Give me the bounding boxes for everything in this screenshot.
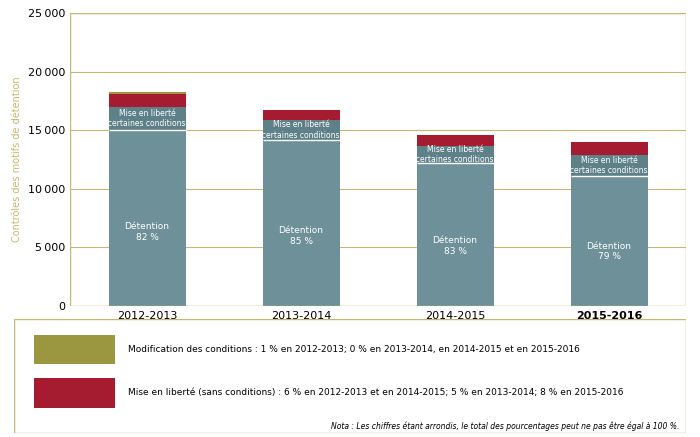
Bar <box>262 120 340 140</box>
Bar <box>570 142 648 155</box>
Bar <box>416 135 494 146</box>
Bar <box>570 155 648 177</box>
Bar <box>108 94 186 107</box>
Bar <box>570 177 648 306</box>
Bar <box>108 130 186 306</box>
Y-axis label: Contrôles des motifs de détention: Contrôles des motifs de détention <box>12 76 22 243</box>
Bar <box>70 13 686 306</box>
Bar <box>108 92 186 94</box>
Bar <box>416 146 494 163</box>
Bar <box>262 140 340 306</box>
Bar <box>34 335 115 364</box>
Text: Détention
79 %: Détention 79 % <box>587 242 631 261</box>
Text: Détention
85 %: Détention 85 % <box>279 226 323 246</box>
Bar <box>262 110 340 120</box>
Text: Mise en liberté
sous certaines conditions 10 %: Mise en liberté sous certaines condition… <box>241 120 360 139</box>
Bar <box>34 378 115 408</box>
Text: Nota : Les chiffres étant arrondis, le total des pourcentages peut ne pas être é: Nota : Les chiffres étant arrondis, le t… <box>331 422 679 431</box>
Text: Détention
82 %: Détention 82 % <box>125 222 169 242</box>
Bar <box>108 107 186 130</box>
Text: Modification des conditions : 1 % en 2012-2013; 0 % en 2013-2014, en 2014-2015 e: Modification des conditions : 1 % en 201… <box>128 345 580 354</box>
Text: Mise en liberté
sous certaines conditions 11 %: Mise en liberté sous certaines condition… <box>88 109 206 128</box>
Text: Mise en liberté
sous certaines conditions 10 %: Mise en liberté sous certaines condition… <box>395 145 514 164</box>
Text: Mise en liberté
sous certaines conditions 13 %: Mise en liberté sous certaines condition… <box>550 156 668 175</box>
Text: Détention
83 %: Détention 83 % <box>433 236 477 256</box>
Text: Mise en liberté (sans conditions) : 6 % en 2012-2013 et en 2014-2015; 5 % en 201: Mise en liberté (sans conditions) : 6 % … <box>128 388 624 397</box>
Bar <box>416 163 494 306</box>
